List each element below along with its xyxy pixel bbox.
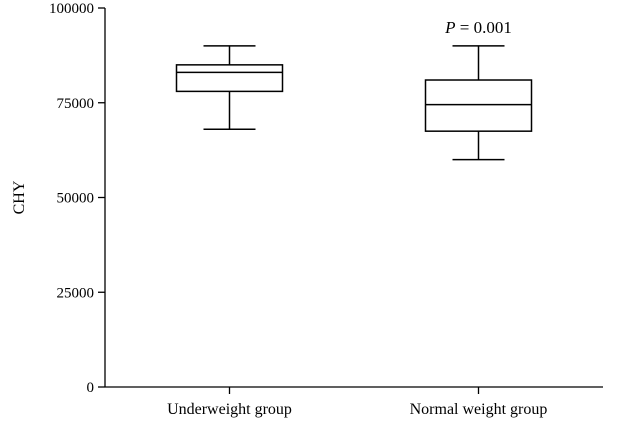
iqr-box bbox=[175, 64, 284, 93]
x-category-label: Underweight group bbox=[167, 401, 292, 418]
box-1 bbox=[175, 45, 284, 131]
box-2 bbox=[424, 45, 533, 161]
y-tick-label: 25000 bbox=[57, 285, 95, 301]
boxes bbox=[175, 45, 533, 161]
p-value-annotation: P = 0.001 bbox=[444, 18, 512, 37]
p-value-text: = 0.001 bbox=[456, 18, 512, 37]
y-tick-label: 100000 bbox=[49, 1, 94, 17]
p-symbol: P bbox=[444, 18, 455, 37]
x-category-label: Normal weight group bbox=[410, 401, 548, 418]
y-tick-label: 0 bbox=[87, 380, 95, 396]
y-axis-label: CHY bbox=[11, 180, 28, 214]
y-tick-label: 75000 bbox=[57, 96, 95, 112]
iqr-box bbox=[424, 79, 533, 132]
x-ticks: Underweight group Normal weight group bbox=[167, 387, 547, 418]
y-ticks: 0 25000 50000 75000 100000 bbox=[49, 1, 105, 396]
y-tick-label: 50000 bbox=[57, 191, 95, 207]
